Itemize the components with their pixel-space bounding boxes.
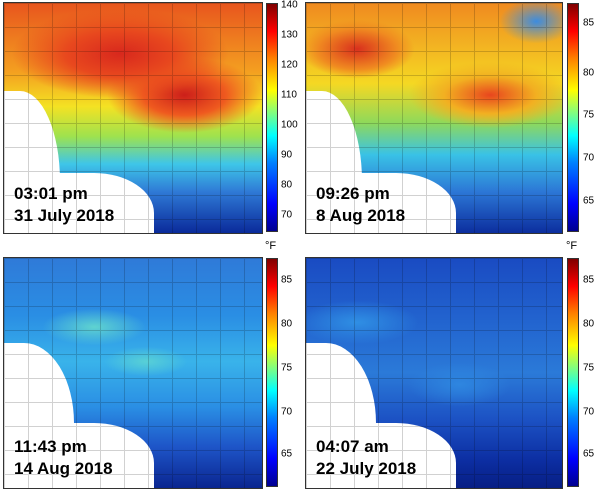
tick-label: 65 <box>281 448 293 460</box>
unit-label: °F <box>265 240 277 252</box>
time-text: 09:26 pm <box>316 184 390 203</box>
tick-label: 110 <box>281 89 297 101</box>
time-text: 03:01 pm <box>14 184 88 203</box>
tick-label: 70 <box>583 152 595 164</box>
unit-label: °F <box>566 240 578 252</box>
colorbar <box>266 258 278 487</box>
temperature-map-1: 03:01 pm 31 July 2018 <box>3 2 263 234</box>
tick-label: 130 <box>281 29 298 41</box>
tick-label: 80 <box>281 318 293 330</box>
date-text: 8 Aug 2018 <box>316 206 406 225</box>
tick-label: 65 <box>583 195 595 207</box>
colorbar <box>266 3 278 232</box>
temperature-map-2: 09:26 pm 8 Aug 2018 <box>305 2 563 234</box>
temperature-map-4: 04:07 am 22 July 2018 <box>305 257 563 489</box>
tick-label: 75 <box>583 362 595 374</box>
tick-label: 90 <box>281 149 293 161</box>
tick-label: 75 <box>583 109 595 121</box>
tick-label: 120 <box>281 59 298 71</box>
county-boundaries <box>4 258 262 488</box>
tick-label: 80 <box>281 179 293 191</box>
tick-label: 85 <box>583 274 595 286</box>
date-text: 31 July 2018 <box>14 206 115 225</box>
tick-label: 85 <box>583 17 595 29</box>
tick-label: 70 <box>281 406 293 418</box>
timestamp-label: 11:43 pm 14 Aug 2018 <box>14 436 113 480</box>
tick-label: 85 <box>281 274 293 286</box>
tick-label: 80 <box>583 67 595 79</box>
tick-label: 65 <box>583 448 595 460</box>
county-boundaries <box>306 258 562 488</box>
tick-label: 70 <box>281 209 293 221</box>
time-text: 04:07 am <box>316 437 389 456</box>
colorbar <box>567 3 579 232</box>
county-boundaries <box>306 3 562 233</box>
temperature-map-3: 11:43 pm 14 Aug 2018 <box>3 257 263 489</box>
time-text: 11:43 pm <box>14 437 87 456</box>
county-boundaries <box>4 3 262 233</box>
tick-label: 140 <box>281 0 298 11</box>
timestamp-label: 03:01 pm 31 July 2018 <box>14 183 114 227</box>
tick-label: 100 <box>281 119 298 131</box>
timestamp-label: 04:07 am 22 July 2018 <box>316 436 416 480</box>
timestamp-label: 09:26 pm 8 Aug 2018 <box>316 183 405 227</box>
date-text: 22 July 2018 <box>316 459 417 478</box>
colorbar <box>567 258 579 487</box>
tick-label: 70 <box>583 406 595 418</box>
date-text: 14 Aug 2018 <box>14 459 113 478</box>
tick-label: 80 <box>583 318 595 330</box>
tick-label: 75 <box>281 362 293 374</box>
